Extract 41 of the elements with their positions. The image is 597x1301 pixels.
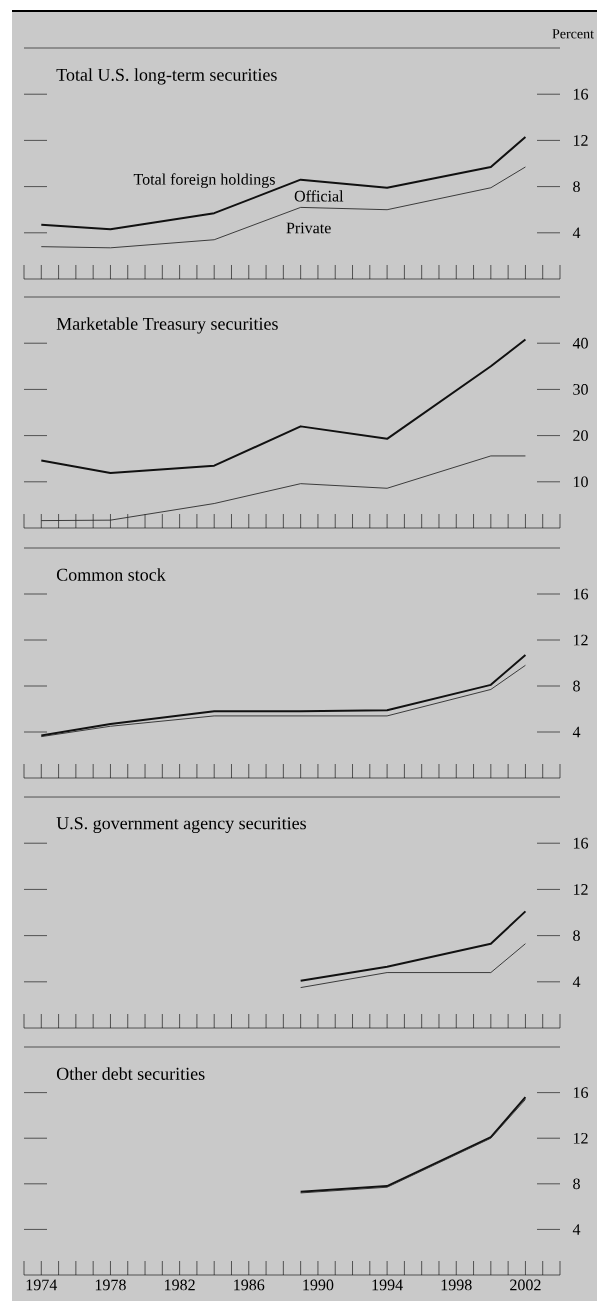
y-tick-label: 16 [573,837,589,849]
text: Marketable Treasury securities [56,317,278,334]
y-tick-label: 20 [573,430,588,442]
y-tick-label: 8 [573,1178,580,1190]
y-tick-label: 12 [573,884,588,895]
y-tick-label: 12 [573,634,588,646]
x-tick-label: 1974 [26,1279,58,1291]
series-label: Total foreign holdings [133,173,275,189]
y-tick-label: 8 [573,181,580,192]
text: Total U.S. long-term securities [56,68,277,85]
line-series [40,166,526,249]
text: Other debt securities [56,1067,205,1080]
y-tick-label: 8 [573,930,580,942]
y-tick-label: 12 [573,1132,588,1144]
y-tick-label: 4 [572,227,581,239]
y-tick-label: 4 [572,976,581,988]
series-label: Private [286,222,331,234]
y-tick-label: 12 [573,135,588,146]
line-series [299,910,527,982]
line-series [40,455,526,522]
y-tick-label: 8 [573,680,580,692]
y-tick-label: 16 [573,1087,589,1098]
y-axis-title: Percent [552,29,594,39]
x-tick-label: 1978 [95,1279,126,1291]
x-tick-label: 1986 [234,1279,265,1291]
y-tick-label: 16 [573,88,589,100]
y-tick-label: 10 [573,476,588,488]
x-tick-label: 1994 [372,1279,403,1291]
text: Common stock [56,568,166,581]
y-tick-label: 4 [572,1224,581,1235]
text: U.S. government agency securities [56,817,306,834]
x-tick-label: 2002 [510,1279,541,1291]
y-tick-label: 30 [573,384,588,395]
annotation: Official [294,190,344,202]
x-tick-label: 1990 [303,1279,334,1291]
y-tick-label: 40 [572,337,588,349]
x-tick-label: 1998 [441,1279,472,1291]
y-tick-label: 16 [573,588,589,600]
y-tick-label: 4 [572,726,581,738]
line-series [40,338,527,475]
x-tick-label: 1982 [165,1279,195,1291]
